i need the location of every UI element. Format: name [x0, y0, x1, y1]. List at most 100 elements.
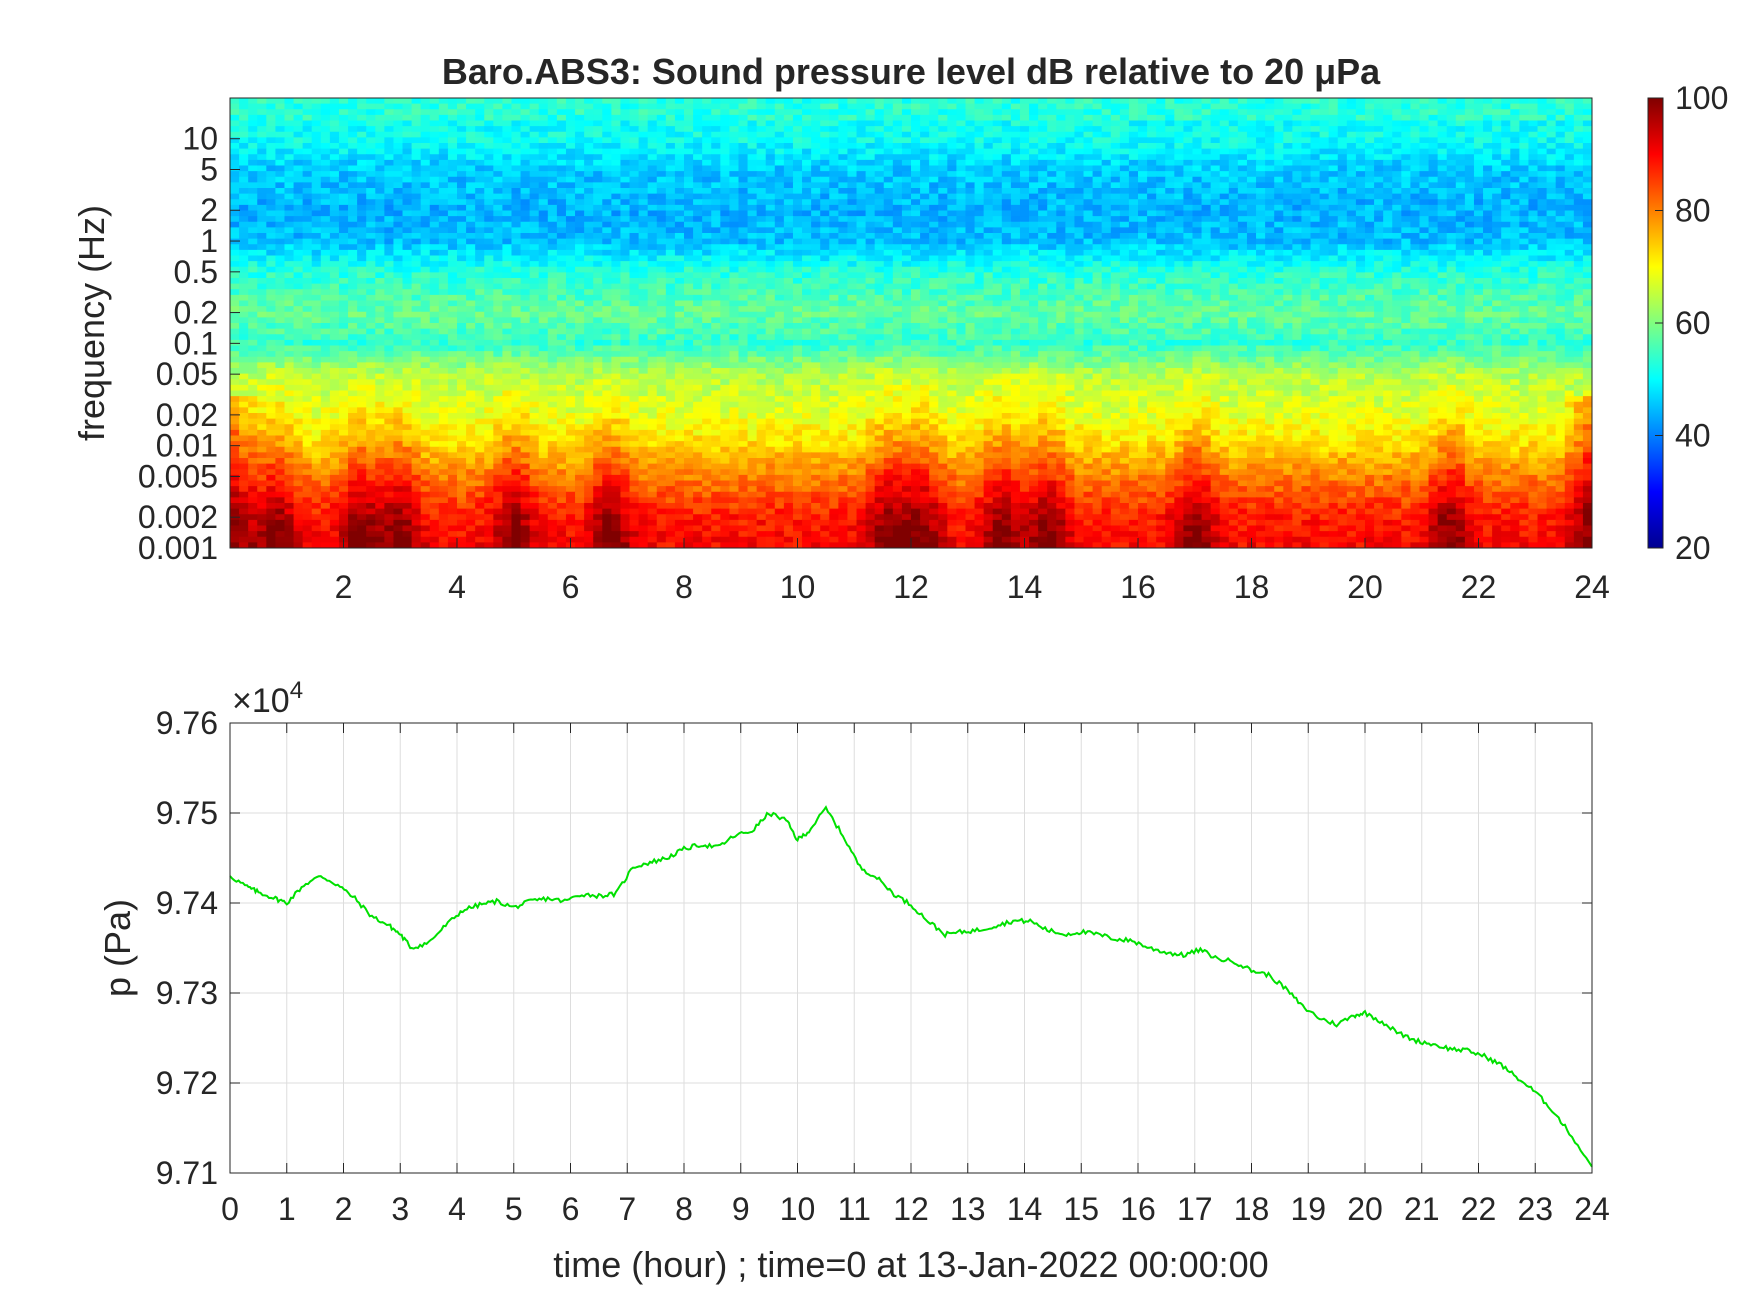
- spectrogram-cell: [1237, 244, 1248, 251]
- spectrogram-cell: [1010, 261, 1021, 268]
- spectrogram-cell: [1392, 249, 1402, 257]
- spectrogram-cell: [756, 255, 767, 262]
- spectrogram-cell: [466, 283, 476, 290]
- spectrogram-cell: [1083, 278, 1094, 285]
- spectrogram-cell: [656, 272, 667, 279]
- spectrogram-cell: [575, 126, 585, 133]
- spectrogram-cell: [920, 266, 930, 273]
- spectrogram-cell: [1265, 143, 1275, 150]
- spectrogram-cell: [529, 216, 540, 223]
- spectrogram-cell: [802, 261, 812, 268]
- spectrogram-cell: [547, 238, 558, 245]
- spectrogram-cell: [1564, 255, 1575, 262]
- spectrogram-cell: [693, 238, 703, 245]
- spectrogram-cell: [647, 103, 658, 110]
- spectrogram-cell: [747, 227, 758, 234]
- spectrogram-cell: [338, 188, 349, 195]
- spectrogram-cell: [1192, 126, 1203, 133]
- spectrogram-cell: [974, 221, 985, 228]
- spectrogram-cell: [1228, 221, 1239, 228]
- spectrogram-cell: [1365, 137, 1375, 144]
- spectrogram-cell: [1501, 137, 1511, 144]
- spectrogram-cell: [865, 238, 876, 245]
- spectrogram-cell: [338, 148, 349, 155]
- spectrogram-cell: [484, 188, 494, 195]
- spectrogram-cell: [693, 261, 703, 268]
- spectrogram-cell: [502, 283, 513, 290]
- spectrogram-cell: [774, 188, 785, 195]
- spectrogram-cell: [366, 159, 376, 167]
- spectrogram-cell: [883, 199, 894, 206]
- spectrogram-cell: [457, 221, 467, 228]
- spectrogram-cell: [983, 233, 994, 240]
- spectrogram-cell: [466, 210, 476, 217]
- spectrogram-cell: [547, 221, 558, 228]
- spectrogram-cell: [529, 233, 540, 240]
- spectrogram-cell: [402, 165, 413, 172]
- spectrogram-cell: [375, 199, 385, 206]
- spectrogram-cell: [1192, 210, 1203, 217]
- spectrogram-cell: [1274, 244, 1284, 251]
- spectrogram-cell: [856, 210, 867, 217]
- spectrogram-cell: [774, 182, 785, 189]
- spectrogram-cell: [1056, 137, 1066, 144]
- spectrogram-cell: [1192, 120, 1203, 127]
- spectrogram-cell: [802, 244, 812, 251]
- spectrogram-cell: [275, 137, 286, 144]
- spectrogram-cell: [901, 131, 912, 138]
- spectrogram-cell: [338, 210, 349, 217]
- spectrogram-cell: [438, 278, 449, 285]
- spectrogram-cell: [974, 266, 985, 273]
- spectrogram-cell: [1537, 137, 1548, 144]
- spectrogram-cell: [348, 216, 358, 223]
- spectrogram-cell: [847, 131, 858, 138]
- spectrogram-cell: [429, 131, 440, 138]
- spectrogram-cell: [1428, 244, 1439, 251]
- spectrogram-cell: [656, 165, 667, 172]
- spectrogram-cell: [1419, 188, 1430, 195]
- spectrogram-cell: [1029, 272, 1039, 279]
- spectrogram-cell: [965, 210, 976, 217]
- spectrogram-cell: [1346, 143, 1357, 150]
- spectrogram-cell: [1455, 244, 1466, 251]
- spectrogram-cell: [257, 188, 267, 195]
- spectrogram-cell: [502, 103, 513, 110]
- spectrogram-cell: [1374, 182, 1384, 189]
- spectrogram-cell: [929, 199, 939, 206]
- spectrogram-cell: [647, 154, 658, 161]
- spectrogram-cell: [1174, 216, 1184, 223]
- spectrogram-cell: [1310, 154, 1321, 161]
- spectrogram-cell: [484, 143, 494, 150]
- spectrogram-cell: [729, 188, 740, 195]
- spectrogram-cell: [1119, 188, 1130, 195]
- spectrogram-cell: [983, 199, 994, 206]
- spectrogram-cell: [1065, 159, 1076, 167]
- spectrogram-cell: [1419, 238, 1430, 245]
- spectrogram-cell: [547, 266, 558, 273]
- spectrogram-cell: [974, 103, 985, 110]
- spectrogram-cell: [393, 255, 404, 262]
- spectrogram-cell: [320, 261, 331, 268]
- spectrogram-cell: [1301, 143, 1312, 150]
- spectrogram-cell: [684, 221, 694, 228]
- spectrogram-cell: [1083, 143, 1094, 150]
- spectrogram-cell: [475, 244, 485, 251]
- spectrogram-cell: [1319, 109, 1330, 116]
- spectrogram-cell: [1010, 159, 1021, 167]
- spectrogram-cell: [475, 109, 485, 116]
- spectrogram-cell: [466, 176, 476, 183]
- spectrogram-cell: [257, 193, 267, 200]
- spectrogram-cell: [284, 261, 295, 268]
- spectrogram-cell: [1582, 272, 1592, 279]
- spectrogram-cell: [429, 249, 440, 257]
- spectrogram-cell: [1492, 137, 1502, 144]
- spectrogram-cell: [1555, 131, 1566, 138]
- spectrogram-cell: [956, 165, 967, 172]
- spectrogram-cell: [901, 109, 912, 116]
- spectrogram-cell: [783, 261, 794, 268]
- spectrogram-cell: [1428, 159, 1439, 167]
- spectrogram-cell: [1147, 126, 1157, 133]
- spectrogram-cell: [1038, 143, 1048, 150]
- spectrogram-cell: [974, 278, 985, 285]
- spectrogram-cell: [1038, 98, 1048, 105]
